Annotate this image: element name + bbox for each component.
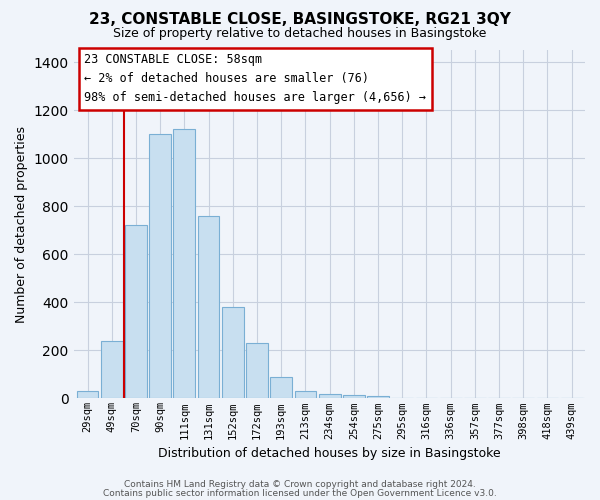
Bar bbox=[222, 307, 244, 398]
Bar bbox=[125, 226, 147, 398]
Bar bbox=[343, 395, 365, 398]
X-axis label: Distribution of detached houses by size in Basingstoke: Distribution of detached houses by size … bbox=[158, 447, 501, 460]
Bar bbox=[173, 130, 195, 398]
Text: Contains public sector information licensed under the Open Government Licence v3: Contains public sector information licen… bbox=[103, 488, 497, 498]
Bar bbox=[197, 216, 220, 398]
Bar bbox=[101, 340, 122, 398]
Bar bbox=[246, 343, 268, 398]
Bar bbox=[149, 134, 171, 398]
Text: Contains HM Land Registry data © Crown copyright and database right 2024.: Contains HM Land Registry data © Crown c… bbox=[124, 480, 476, 489]
Bar bbox=[295, 391, 316, 398]
Bar bbox=[271, 377, 292, 398]
Text: Size of property relative to detached houses in Basingstoke: Size of property relative to detached ho… bbox=[113, 28, 487, 40]
Text: 23 CONSTABLE CLOSE: 58sqm
← 2% of detached houses are smaller (76)
98% of semi-d: 23 CONSTABLE CLOSE: 58sqm ← 2% of detach… bbox=[85, 54, 427, 104]
Y-axis label: Number of detached properties: Number of detached properties bbox=[15, 126, 28, 322]
Text: 23, CONSTABLE CLOSE, BASINGSTOKE, RG21 3QY: 23, CONSTABLE CLOSE, BASINGSTOKE, RG21 3… bbox=[89, 12, 511, 28]
Bar bbox=[77, 391, 98, 398]
Bar bbox=[367, 396, 389, 398]
Bar bbox=[319, 394, 341, 398]
